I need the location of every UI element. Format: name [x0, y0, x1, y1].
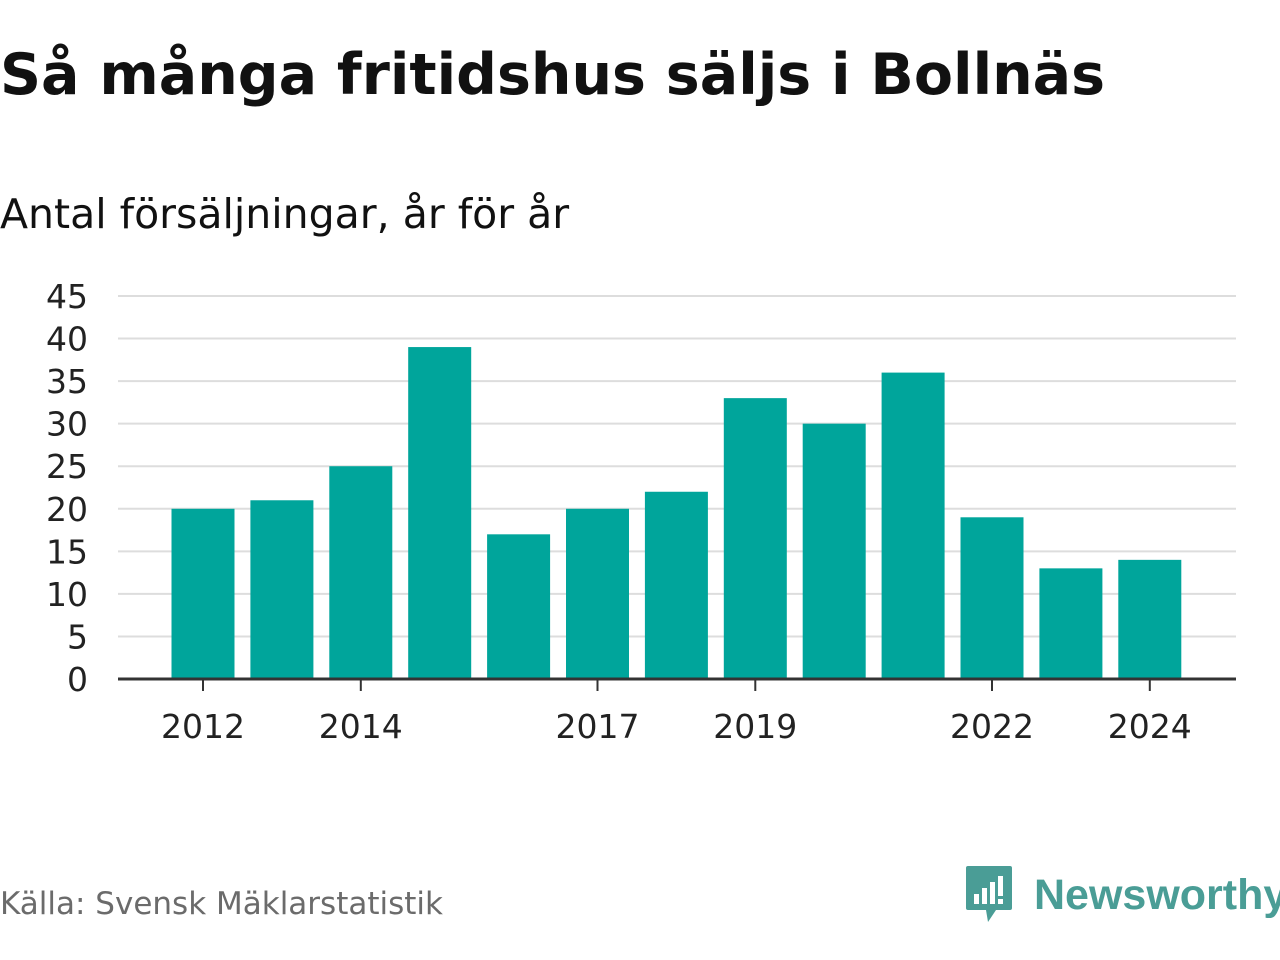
bar-2016 [487, 534, 551, 679]
y-tick-label: 40 [46, 320, 88, 359]
x-tick-label: 2019 [713, 707, 797, 746]
chart-title: Så många fritidshus säljs i Bollnäs [0, 42, 1106, 108]
y-tick-label: 35 [46, 362, 88, 401]
bar-2019 [723, 398, 787, 679]
x-tick-labels: 2012 2014 2017 2019 2022 2024 [161, 707, 1192, 746]
brand-name: Newsworthy [1034, 870, 1280, 919]
newsworthy-logo-icon [966, 866, 1012, 922]
x-axis [118, 677, 1236, 691]
bar-2024 [1118, 559, 1182, 679]
bar-2012 [171, 508, 235, 679]
y-tick-label: 10 [46, 575, 88, 614]
y-tick-label: 0 [67, 660, 88, 699]
bars [171, 347, 1182, 679]
chart-subtitle: Antal försäljningar, år för år [0, 190, 570, 238]
bar-2015 [408, 347, 472, 679]
x-tick-label: 2012 [161, 707, 245, 746]
bar-2013 [250, 500, 314, 679]
x-tick-label: 2017 [556, 707, 640, 746]
bar-2014 [329, 466, 393, 679]
source-note: Källa: Svensk Mäklarstatistik [0, 886, 443, 922]
y-tick-label: 5 [67, 617, 88, 656]
bar-2018 [644, 491, 708, 679]
y-tick-label: 45 [46, 277, 88, 316]
bar-2020 [802, 423, 866, 679]
y-tick-label: 25 [46, 447, 88, 486]
x-tick-label: 2014 [319, 707, 403, 746]
y-tick-label: 30 [46, 405, 88, 444]
y-tick-label: 20 [46, 490, 88, 529]
x-tick-label: 2022 [950, 707, 1034, 746]
x-tick-label: 2024 [1108, 707, 1192, 746]
bar-2022 [960, 517, 1024, 679]
bar-2021 [881, 372, 945, 679]
y-tick-label: 15 [46, 532, 88, 571]
brand-logo: Newsworthy [964, 862, 1280, 928]
bar-2023 [1039, 568, 1103, 679]
bar-2017 [566, 508, 629, 679]
